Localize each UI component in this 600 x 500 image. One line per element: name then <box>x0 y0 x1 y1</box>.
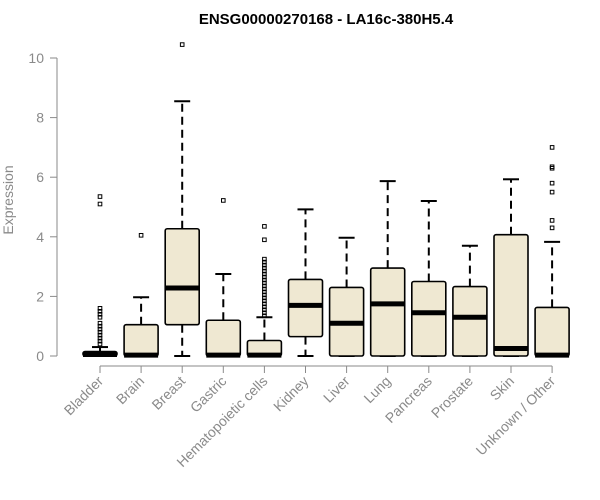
outlier-point <box>262 310 267 316</box>
box-skin <box>493 178 529 357</box>
box-gastric <box>205 198 242 358</box>
outlier-point <box>262 271 267 277</box>
x-tick-label: Prostate <box>428 373 476 421</box>
box-bladder <box>82 194 118 358</box>
outlier-point <box>262 295 267 301</box>
box-hematopoietic-cells <box>246 224 283 358</box>
outlier-point <box>97 338 103 344</box>
box-brain <box>123 233 159 358</box>
outlier-point <box>549 225 555 231</box>
y-axis: 0 2 4 6 8 10 <box>28 50 58 364</box>
x-tick-label: Bladder <box>61 373 107 419</box>
x-tick-label: Brain <box>113 373 147 407</box>
outlier-point <box>262 301 267 307</box>
y-tick-label: 0 <box>36 348 44 364</box>
y-tick-label: 8 <box>36 110 44 126</box>
outlier-point <box>97 332 103 338</box>
outlier-point <box>549 164 555 170</box>
outlier-point <box>262 283 267 289</box>
outlier-point <box>138 233 144 238</box>
outlier-point <box>262 307 267 313</box>
box <box>123 323 159 357</box>
x-tick-label: Breast <box>148 373 188 413</box>
outlier-point <box>97 306 103 311</box>
box-pancreas <box>410 200 447 357</box>
box <box>493 233 529 357</box>
outlier-point <box>262 280 267 286</box>
chart-title: ENSG00000270168 - LA16c-380H5.4 <box>199 11 454 28</box>
y-tick-label: 4 <box>36 229 44 245</box>
box <box>205 319 242 357</box>
outlier-point <box>262 262 267 268</box>
outlier-point <box>262 277 267 283</box>
x-tick-label: Liver <box>320 373 353 406</box>
outlier-point <box>549 189 555 195</box>
outlier-point <box>97 329 103 335</box>
box-prostate <box>452 244 488 357</box>
box-liver <box>328 236 365 357</box>
box <box>164 227 200 326</box>
x-tick-label: Kidney <box>270 373 312 415</box>
outlier-point <box>262 268 267 274</box>
x-tick-label: Lung <box>360 373 393 406</box>
outlier-point <box>262 304 267 310</box>
outlier-point <box>262 259 267 265</box>
y-axis-label: Expression <box>0 165 16 234</box>
outlier-point <box>549 218 555 223</box>
box-unknown-other <box>534 145 570 358</box>
box <box>452 285 488 357</box>
outlier-point <box>97 201 103 207</box>
x-tick-label: Skin <box>487 373 518 404</box>
outlier-point <box>179 42 185 47</box>
outlier-point <box>262 289 267 295</box>
outlier-point <box>262 237 267 243</box>
outlier-point <box>549 180 555 186</box>
box <box>410 280 447 357</box>
outlier-point <box>97 326 103 332</box>
outlier-point <box>262 224 267 229</box>
outlier-point <box>262 292 267 298</box>
y-tick-label: 2 <box>36 288 44 304</box>
box <box>369 267 406 357</box>
box <box>534 306 570 357</box>
outlier-point <box>262 265 267 271</box>
outlier-point <box>262 313 267 319</box>
box <box>287 278 324 338</box>
outlier-point <box>262 256 267 262</box>
y-tick-label: 10 <box>28 50 44 66</box>
y-tick-label: 6 <box>36 169 44 185</box>
outlier-point <box>549 145 555 150</box>
box-lung <box>369 180 406 357</box>
outlier-point <box>262 286 267 292</box>
outlier-point <box>262 298 267 304</box>
outlier-point <box>97 341 103 347</box>
box-kidney <box>287 208 324 357</box>
boxes-layer <box>82 42 570 358</box>
outlier-point <box>97 309 103 314</box>
outlier-point <box>262 274 267 280</box>
outlier-point <box>97 314 103 320</box>
box-breast <box>164 42 200 357</box>
outlier-point <box>97 320 103 326</box>
outlier-point <box>97 323 103 329</box>
outlier-point <box>97 311 103 317</box>
outlier-point <box>97 194 103 199</box>
outlier-point <box>97 335 103 341</box>
outlier-point <box>221 198 226 203</box>
